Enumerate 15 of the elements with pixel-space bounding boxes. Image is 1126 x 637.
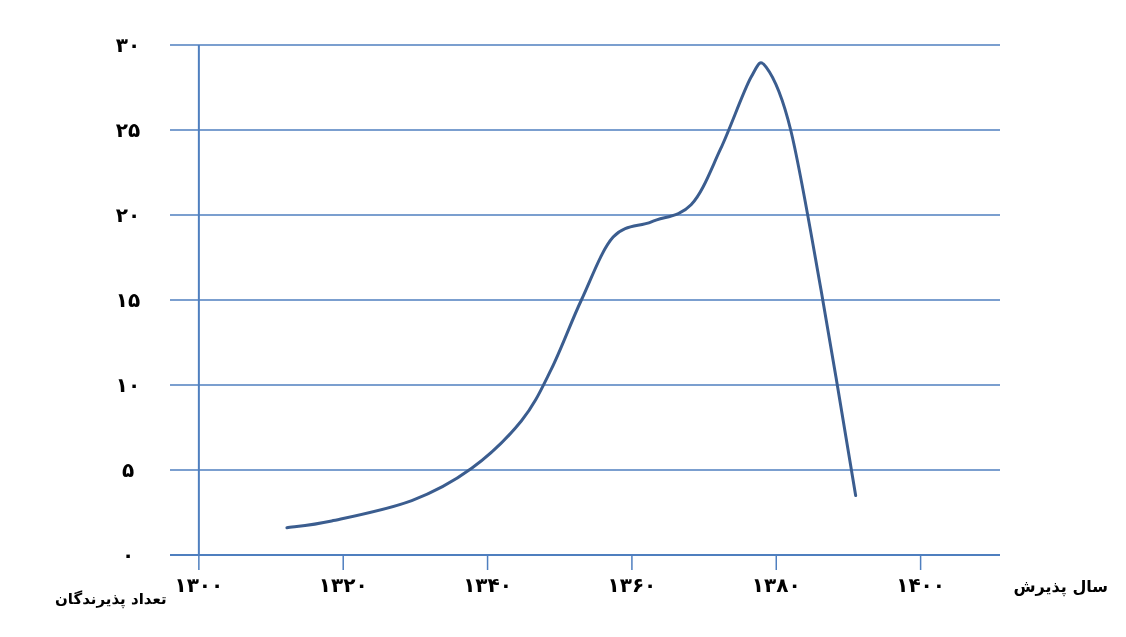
y-tick-label: ۲۰: [115, 203, 141, 227]
x-tick-label: ۱۳۴۰: [463, 573, 512, 597]
x-tick-label: ۱۴۰۰: [896, 573, 946, 597]
x-tick-label: ۱۳۲۰: [318, 573, 368, 597]
x-axis-title: سال پذیرش: [1013, 577, 1108, 597]
y-tick-label: ۲۵: [115, 118, 141, 142]
x-tick-label: ۱۳۰۰: [174, 573, 224, 597]
x-tick-label: ۱۳۸۰: [751, 573, 801, 597]
y-tick-label: ۱۰: [115, 373, 141, 397]
y-tick-label: ۰: [121, 543, 135, 567]
y-tick-label: ۵: [121, 458, 135, 482]
y-tick-label: ۱۵: [115, 288, 141, 312]
x-tick-label: ۱۳۶۰: [607, 573, 657, 597]
y-axis-title: تعداد پذیرندگان: [55, 590, 167, 609]
y-tick-label: ۳۰: [115, 33, 141, 57]
